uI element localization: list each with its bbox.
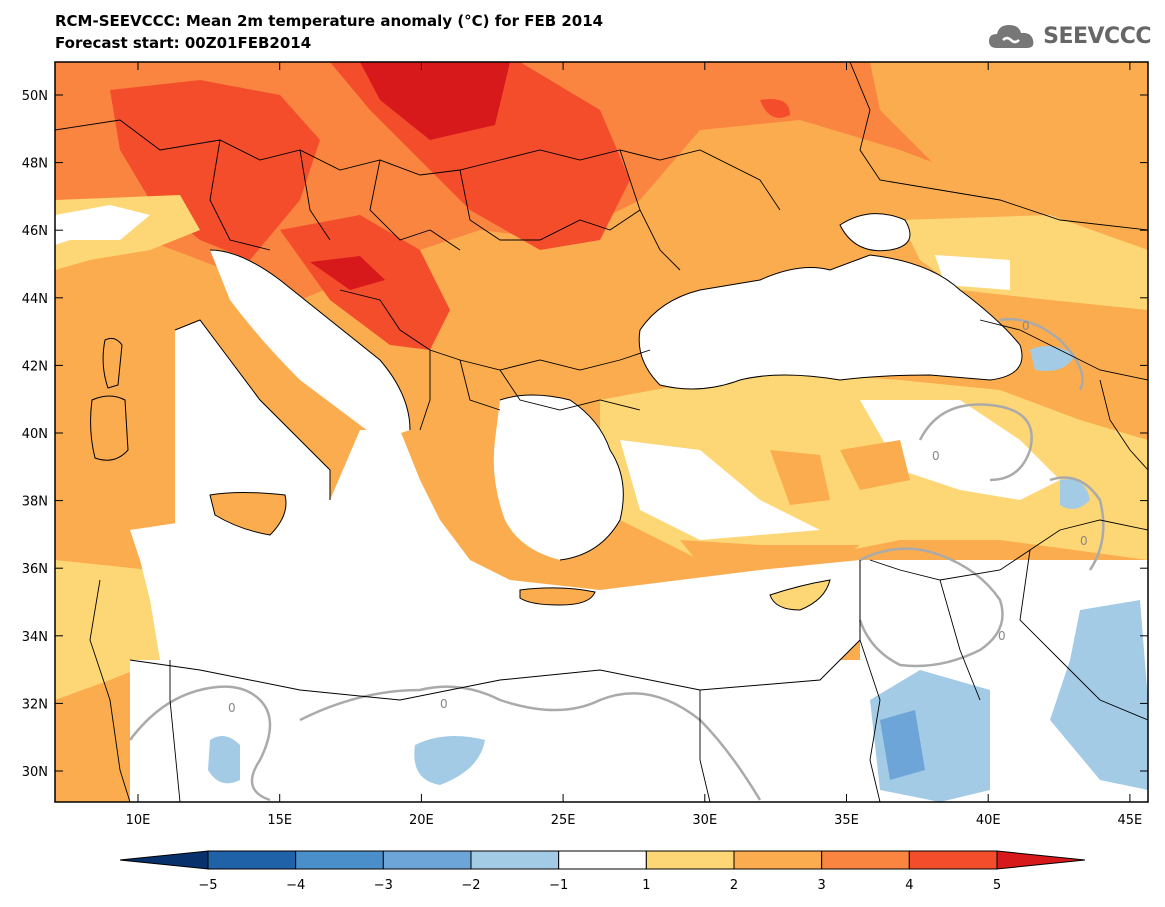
lat-label: 36N — [22, 562, 48, 577]
contour-label: 0 — [1080, 534, 1088, 548]
colorbar-tick-label: −4 — [286, 878, 305, 893]
anomaly-region-neg-2-3 — [880, 710, 925, 780]
anomaly-region-neg-1-2 — [414, 736, 485, 785]
lon-label: 35E — [834, 813, 859, 828]
colorbar-segment — [382, 850, 472, 870]
lat-label: 42N — [22, 359, 48, 374]
black-sea — [639, 255, 1022, 389]
sicily — [210, 492, 286, 535]
anomaly-region-0-1 — [130, 660, 880, 802]
lat-label: 44N — [22, 292, 48, 307]
contour-label: 0 — [998, 629, 1006, 643]
anomaly-region-neg-1-2 — [1060, 479, 1090, 509]
colorbar-segment — [908, 850, 998, 870]
lat-label: 50N — [22, 89, 48, 104]
lon-label: 10E — [126, 813, 151, 828]
anomaly-region-2-3 — [770, 450, 830, 505]
colorbar-segment — [645, 850, 735, 870]
colorbar-tick-label: −3 — [374, 878, 393, 893]
anomaly-region-2-3 — [840, 440, 910, 490]
latitude-axis: 50N 48N 46N 44N 42N 40N 38N 36N 34N 32N 30N — [22, 89, 1148, 780]
lon-label: 25E — [551, 813, 576, 828]
colorbar-tick-label: −1 — [549, 878, 568, 893]
sardinia — [90, 396, 128, 461]
colorbar-segment — [996, 850, 1086, 870]
forecast-start: Forecast start: 00Z01FEB2014 — [55, 34, 312, 52]
contour-label: 0 — [228, 701, 236, 715]
contour-label: 0 — [1022, 319, 1030, 333]
lat-label: 40N — [22, 427, 48, 442]
cloud-icon — [989, 25, 1034, 48]
country-borders — [55, 62, 1148, 802]
colorbar-segment — [733, 850, 823, 870]
colorbar-segment — [558, 850, 647, 870]
colorbar-segment — [207, 850, 297, 870]
coastlines — [90, 213, 1023, 701]
sea-of-azov — [840, 213, 910, 251]
anomaly-region-5plus — [360, 62, 510, 140]
colorbar-tick-label: −5 — [198, 878, 217, 893]
mediterranean-sea-central — [130, 430, 860, 700]
lat-label: 38N — [22, 495, 48, 510]
colorbar-segment — [119, 850, 209, 870]
anomaly-region-neg-1-2 — [208, 736, 240, 784]
anomaly-region-2-3 — [870, 62, 1148, 260]
colorbar-segment — [821, 850, 910, 870]
corsica — [103, 338, 122, 388]
lat-label: 48N — [22, 157, 48, 172]
anomaly-region-0-1 — [55, 205, 150, 245]
lon-label: 20E — [409, 813, 434, 828]
anomaly-region-0-1 — [935, 255, 1010, 290]
anomaly-region-neg-1-2 — [1050, 600, 1148, 790]
adriatic-sea — [210, 250, 410, 440]
lat-label: 30N — [22, 765, 48, 780]
lon-label: 15E — [267, 813, 292, 828]
lat-label: 46N — [22, 224, 48, 239]
map-title: RCM-SEEVCCC: Mean 2m temperature anomaly… — [55, 12, 604, 30]
map-field: 0 0 0 0 0 0 — [55, 62, 1148, 802]
lon-label: 45E — [1118, 813, 1143, 828]
colorbar-tick-label: −2 — [461, 878, 480, 893]
anomaly-region-2-3 — [680, 540, 860, 565]
lon-label: 40E — [976, 813, 1001, 828]
colorbar-tick-label: 4 — [905, 878, 913, 893]
colorbar-tick-label: 3 — [818, 878, 826, 893]
longitude-axis: 10E 15E 20E 25E 30E 35E 40E 45E — [126, 62, 1143, 828]
map-frame — [54, 61, 1149, 803]
zero-contours — [129, 318, 1105, 802]
lat-label: 32N — [22, 697, 48, 712]
colorbar-segment — [295, 850, 384, 870]
aegean-sea — [493, 395, 624, 560]
contour-label: 0 — [440, 697, 448, 711]
crete — [520, 587, 595, 605]
cyprus — [770, 580, 830, 610]
colorbar-tick-label: 1 — [642, 878, 650, 893]
anomaly-region-0-1 — [620, 440, 820, 540]
lat-label: 34N — [22, 630, 48, 645]
lon-label: 30E — [692, 813, 717, 828]
colorbar-tick-label: 5 — [993, 878, 1001, 893]
seevccc-logo: SEEVCCC — [987, 20, 1151, 52]
contour-label: 0 — [932, 449, 940, 463]
colorbar-tick-label: 2 — [730, 878, 738, 893]
anomaly-region-4-5 — [760, 99, 790, 118]
logo-text: SEEVCCC — [1043, 23, 1151, 49]
colorbar: −5 −4 −3 −2 −1 1 2 3 4 5 — [119, 850, 1086, 893]
anomaly-region-5plus — [310, 256, 385, 290]
colorbar-segment — [470, 850, 560, 870]
